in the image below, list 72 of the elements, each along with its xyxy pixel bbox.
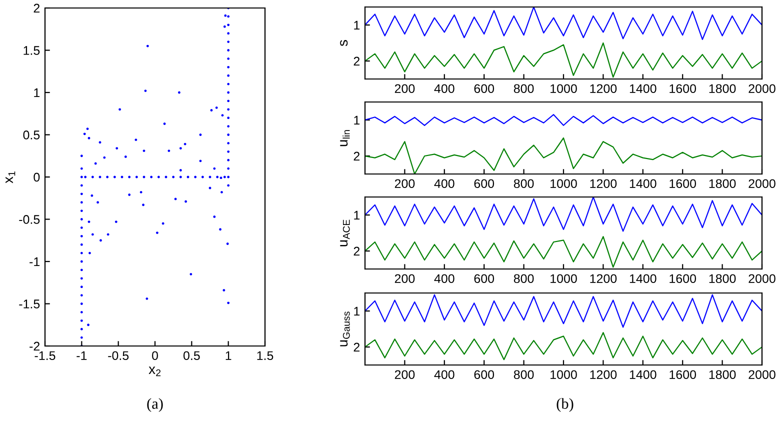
x-tick-label: 1.5 (257, 351, 274, 360)
x-tick-label: 1600 (670, 84, 696, 94)
y-tick-label: 2 (354, 56, 360, 66)
x-tick-label: 800 (514, 370, 534, 380)
x-tick-label: 800 (514, 84, 534, 94)
line-series (365, 332, 762, 360)
text: (b) (556, 398, 574, 412)
x-tick-label: 1000 (550, 179, 577, 188)
y-tick-label: 1.5 (24, 46, 40, 55)
y-tick-label: -1 (30, 257, 40, 266)
x-tick-label: 2000 (748, 179, 776, 188)
x-tick-label: 200 (394, 274, 415, 284)
y-tick-label: -0.5 (19, 215, 40, 224)
x-tick-label: 400 (434, 84, 454, 94)
x-tick-label: 1600 (670, 179, 696, 188)
x-tick-label: 1200 (590, 84, 617, 94)
y-tick-label: 2 (354, 152, 360, 161)
x-tick-label: 800 (514, 274, 534, 284)
x-tick-label: 1400 (630, 370, 656, 380)
x-tick-label: 600 (474, 179, 494, 188)
x-tick-label: 1400 (630, 274, 656, 284)
x-tick-label: 1600 (670, 370, 696, 380)
y-axis-title: u$_{ACE}$ (340, 220, 350, 246)
x-tick-label: -0.5 (108, 351, 129, 360)
y-tick-label: 0.5 (23, 130, 40, 140)
y-tick-label: -2 (30, 342, 40, 351)
y-axis-title: x$_{1}$ (6, 171, 16, 184)
x-tick-label: 200 (394, 179, 415, 188)
x-tick-label: 1200 (590, 370, 617, 380)
x-tick-label: 1800 (709, 179, 736, 188)
y-tick-label: 1 (354, 116, 360, 125)
x-tick-label: 800 (514, 179, 534, 188)
x-tick-label: 1800 (709, 274, 736, 284)
x-tick-label: 400 (434, 274, 454, 284)
x-tick-label: 400 (434, 179, 454, 188)
x-tick-label: 1200 (590, 179, 617, 188)
x-tick-label: 2000 (748, 84, 776, 94)
x-tick-label: 0 (152, 351, 158, 360)
y-tick-label: 1 (354, 306, 360, 316)
x-tick-label: 2000 (748, 370, 776, 380)
y-tick-label: 0 (34, 172, 40, 182)
y-axis-title: s (340, 40, 348, 46)
x-axis-title: x$_{2}$ (148, 366, 161, 376)
y-axis-title: u$_{Gauss}$ (340, 312, 350, 346)
y-tick-label: 2 (354, 342, 360, 352)
y-tick-label: -1.5 (19, 300, 40, 308)
x-tick-label: 1800 (709, 84, 736, 94)
x-tick-label: 600 (474, 274, 494, 284)
x-tick-label: 2000 (748, 274, 776, 284)
x-tick-label: 1200 (590, 274, 617, 284)
y-axis-title: u$_{lin}$ (340, 130, 350, 146)
x-tick-label: 600 (474, 84, 494, 94)
y-tick-label: 1 (354, 20, 360, 30)
x-tick-label: 1 (226, 351, 232, 360)
x-tick-label: 0.5 (183, 351, 200, 360)
text: (a) (147, 398, 163, 412)
x-tick-label: 400 (434, 370, 454, 380)
x-tick-label: 200 (394, 370, 415, 380)
x-tick-label: 1400 (630, 84, 656, 94)
x-tick-label: 1000 (550, 370, 577, 380)
x-tick-label: -1 (76, 351, 87, 360)
x-tick-label: 600 (474, 370, 494, 380)
x-tick-label: 1000 (550, 274, 577, 284)
x-tick-label: 1800 (709, 370, 736, 380)
x-tick-label: 200 (394, 84, 415, 94)
line-series (365, 114, 762, 126)
y-tick-label: 2 (34, 4, 40, 13)
x-tick-label: 1000 (550, 84, 577, 94)
x-tick-label: 1400 (630, 179, 656, 188)
y-tick-label: 1 (354, 210, 360, 220)
y-tick-label: 2 (354, 246, 360, 256)
x-tick-label: 1600 (670, 274, 696, 284)
